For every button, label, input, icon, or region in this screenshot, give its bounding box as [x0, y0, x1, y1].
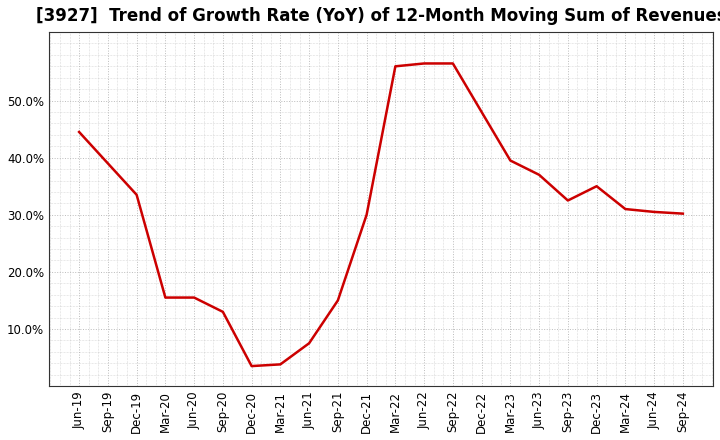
- Title: [3927]  Trend of Growth Rate (YoY) of 12-Month Moving Sum of Revenues: [3927] Trend of Growth Rate (YoY) of 12-…: [36, 7, 720, 25]
